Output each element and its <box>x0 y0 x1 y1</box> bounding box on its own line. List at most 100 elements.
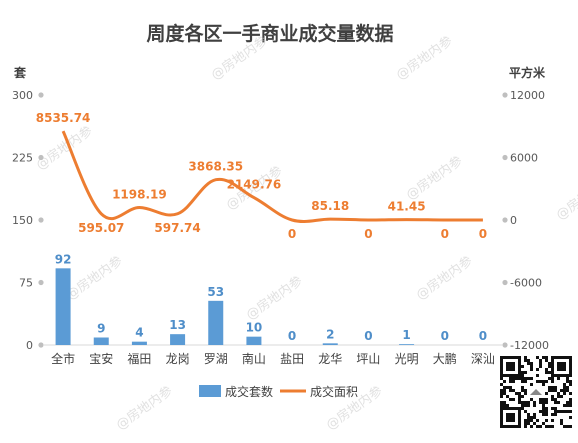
qr-module <box>569 398 572 401</box>
qr-module <box>512 377 515 380</box>
qr-finder-inner <box>506 413 515 422</box>
qr-module <box>512 389 515 392</box>
qr-module <box>524 356 527 359</box>
qr-module <box>545 371 548 374</box>
qr-module <box>560 395 563 398</box>
qr-module <box>536 419 539 422</box>
qr-module <box>557 392 560 395</box>
line-data-label: 3868.35 <box>188 160 243 174</box>
qr-module <box>503 386 506 389</box>
x-tick-label: 宝安 <box>89 351 113 366</box>
qr-module <box>539 410 542 413</box>
watermark-text: @房地内参 <box>243 273 305 323</box>
qr-module <box>566 410 569 413</box>
qr-module <box>566 389 569 392</box>
qr-module <box>569 416 572 419</box>
line-data-label: 0 <box>288 227 296 241</box>
line-data-label: 8535.74 <box>36 111 91 125</box>
x-tick-label: 深汕 <box>471 352 495 366</box>
qr-module <box>542 407 545 410</box>
left-tick-label: 300 <box>12 89 33 102</box>
qr-module <box>509 389 512 392</box>
left-tick-label: 0 <box>26 339 33 352</box>
qr-module <box>557 401 560 404</box>
x-tick-label: 南山 <box>242 351 266 366</box>
qr-module <box>524 377 527 380</box>
qr-module <box>524 389 527 392</box>
qr-module <box>500 401 503 404</box>
x-tick-label: 盐田 <box>280 352 304 366</box>
qr-module <box>530 419 533 422</box>
qr-module <box>551 389 554 392</box>
qr-module <box>527 413 530 416</box>
qr-module <box>539 425 542 428</box>
line-data-label: 41.45 <box>388 200 426 214</box>
right-tick-label: -6000 <box>510 277 542 290</box>
qr-module <box>524 422 527 425</box>
x-tick-label: 光明 <box>395 352 419 366</box>
qr-module <box>515 377 518 380</box>
left-tick-dot <box>38 342 44 348</box>
qr-module <box>569 401 572 404</box>
qr-module <box>545 407 548 410</box>
bar-data-label: 13 <box>169 318 186 332</box>
qr-module <box>551 398 554 401</box>
qr-finder-inner <box>557 362 566 371</box>
bar <box>246 336 262 345</box>
qr-module <box>515 392 518 395</box>
bar-data-label: 0 <box>364 329 372 343</box>
qr-module <box>545 398 548 401</box>
qr-module <box>554 413 557 416</box>
qr-module <box>548 362 551 365</box>
qr-module <box>518 377 521 380</box>
bar-data-label: 1 <box>402 328 410 342</box>
qr-logo-mark <box>530 389 542 395</box>
qr-module <box>563 386 566 389</box>
qr-module <box>527 401 530 404</box>
bar <box>208 300 224 345</box>
bar-data-label: 4 <box>135 326 143 340</box>
qr-module <box>530 398 533 401</box>
watermark-text: @房地内参 <box>33 123 95 173</box>
line-data-label: 85.18 <box>311 199 349 213</box>
bar-data-label: 0 <box>288 329 296 343</box>
qr-module <box>503 392 506 395</box>
qr-module <box>545 410 548 413</box>
qr-module <box>548 425 551 428</box>
line-data-label: 1198.19 <box>112 188 167 202</box>
qr-module <box>542 422 545 425</box>
qr-module <box>551 407 554 410</box>
left-tick-label: 225 <box>12 152 33 165</box>
qr-module <box>569 380 572 383</box>
qr-module <box>551 386 554 389</box>
qr-module <box>503 404 506 407</box>
bar <box>55 268 71 345</box>
qr-module <box>506 386 509 389</box>
qr-module <box>509 398 512 401</box>
qr-module <box>524 380 527 383</box>
qr-module <box>545 380 548 383</box>
qr-module <box>521 377 524 380</box>
qr-module <box>521 407 524 410</box>
qr-module <box>500 389 503 392</box>
qr-module <box>521 386 524 389</box>
qr-module <box>527 377 530 380</box>
qr-module <box>521 371 524 374</box>
watermark-text: @房地内参 <box>63 253 125 303</box>
qr-module <box>569 392 572 395</box>
qr-module <box>569 425 572 428</box>
qr-finder-inner <box>506 362 515 371</box>
qr-module <box>530 362 533 365</box>
line-data-label: 0 <box>364 227 372 241</box>
qr-module <box>521 365 524 368</box>
qr-module <box>569 383 572 386</box>
qr-module <box>548 389 551 392</box>
qr-module <box>500 395 503 398</box>
bar <box>170 334 186 345</box>
qr-module <box>521 374 524 377</box>
x-tick-label: 龙华 <box>318 352 342 366</box>
qr-module <box>530 377 533 380</box>
qr-module <box>560 422 563 425</box>
bar-data-label: 9 <box>97 322 105 336</box>
